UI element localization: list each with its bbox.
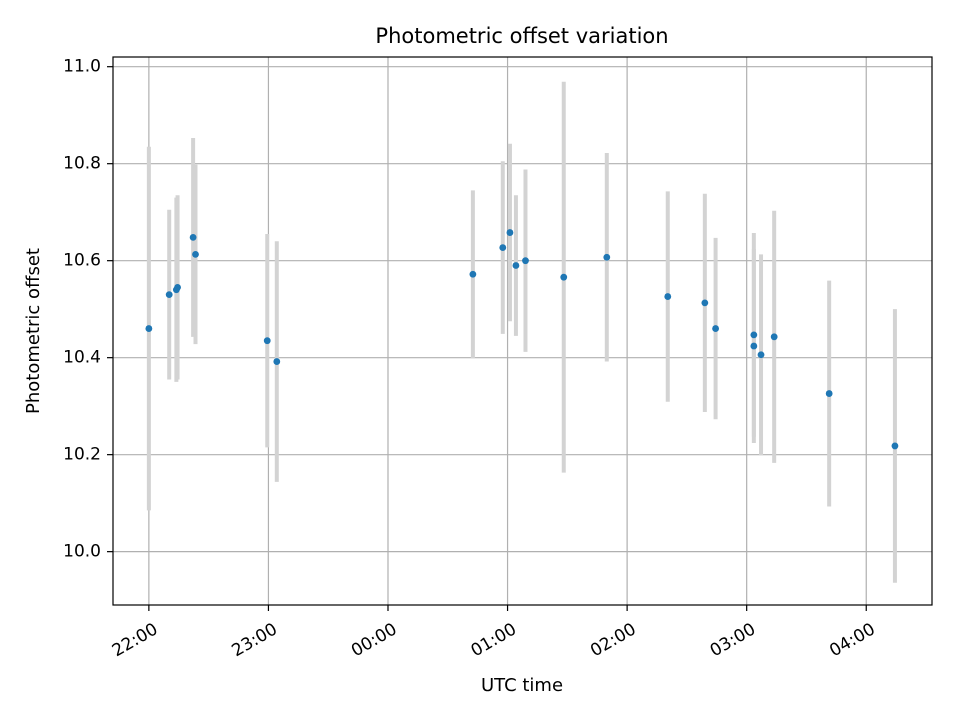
data-point	[189, 234, 197, 241]
plot-area-background	[113, 57, 932, 605]
data-point	[701, 299, 709, 307]
data-point	[469, 270, 477, 278]
data-point	[750, 331, 758, 339]
data-point	[664, 293, 672, 300]
data-point	[499, 244, 507, 251]
data-point	[712, 325, 719, 332]
plot-frame	[112, 56, 933, 606]
y-tick-label: 10.8	[63, 154, 101, 174]
data-point	[603, 253, 611, 261]
data-point	[825, 390, 833, 397]
chart-title: Photometric offset variation	[375, 24, 668, 48]
data-point	[145, 325, 153, 332]
data-point	[522, 257, 529, 265]
data-point	[891, 442, 899, 450]
data-point	[560, 273, 568, 281]
data-point	[770, 333, 778, 341]
data-point	[512, 262, 520, 269]
data-point	[757, 351, 765, 359]
data-point	[165, 291, 173, 299]
y-tick-label: 11.0	[63, 57, 101, 77]
y-axis-label: Photometric offset	[23, 248, 44, 414]
data-points	[145, 229, 899, 450]
y-tick-label: 10.0	[63, 542, 101, 562]
data-point	[750, 342, 758, 350]
data-point	[192, 250, 199, 258]
y-axis-ticks: 10.0 10.2 10.4 10.6 10.8 11.0	[63, 57, 113, 562]
data-point	[506, 229, 514, 236]
y-tick-label: 10.6	[63, 251, 101, 271]
data-point	[263, 337, 271, 345]
data-point	[273, 358, 281, 365]
x-axis-label: UTC time	[481, 675, 563, 696]
y-tick-label: 10.4	[63, 348, 101, 368]
data-point	[174, 283, 181, 291]
y-tick-label: 10.2	[63, 445, 101, 465]
